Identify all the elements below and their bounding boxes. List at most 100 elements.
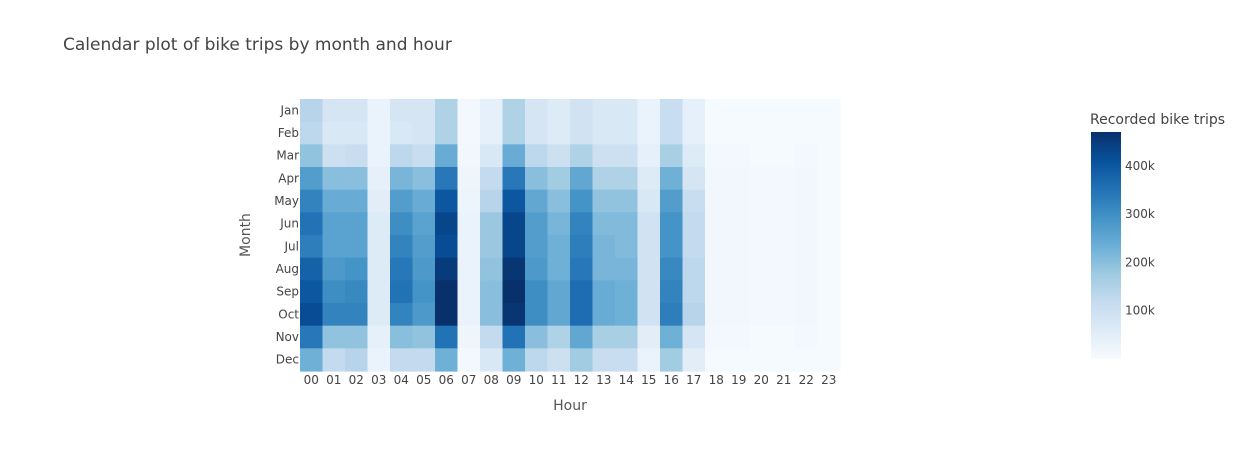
heatmap-cell: [750, 99, 774, 123]
heatmap-cell: [367, 303, 391, 327]
heatmap-cell: [502, 99, 526, 123]
heatmap-cell: [615, 257, 639, 281]
heatmap-cell: [457, 348, 481, 372]
x-tick-label: 07: [461, 373, 476, 387]
heatmap-cell: [637, 167, 661, 191]
heatmap-cell: [817, 280, 841, 304]
heatmap-cell: [300, 167, 324, 191]
heatmap-cell: [412, 99, 436, 123]
heatmap-cell: [412, 144, 436, 168]
heatmap-cell: [480, 257, 504, 281]
y-tick-label: Mar: [276, 149, 299, 163]
heatmap-cells: [300, 99, 841, 372]
x-axis-ticks: 00 01 02 03 04 05 06 07 08 09 10 11 12 13 14 15 16 17 18 19…: [304, 373, 837, 387]
heatmap-cell: [547, 189, 571, 213]
heatmap-cell: [682, 99, 706, 123]
heatmap-cell: [435, 121, 459, 145]
heatmap-cell: [502, 212, 526, 236]
heatmap-cell: [345, 303, 369, 327]
heatmap-cell: [817, 144, 841, 168]
heatmap-cell: [367, 99, 391, 123]
heatmap-cell: [367, 348, 391, 372]
heatmap-cell: [795, 212, 819, 236]
heatmap-cell: [480, 99, 504, 123]
heatmap-cell: [502, 189, 526, 213]
heatmap-cell: [727, 189, 751, 213]
heatmap-cell: [412, 121, 436, 145]
heatmap-cell: [637, 280, 661, 304]
heatmap-cell: [570, 325, 594, 349]
heatmap-cell: [457, 99, 481, 123]
x-tick-label: 23: [821, 373, 836, 387]
heatmap-cell: [772, 121, 796, 145]
heatmap-cell: [637, 189, 661, 213]
heatmap-cell: [435, 167, 459, 191]
heatmap-cell: [817, 167, 841, 191]
heatmap-cell: [615, 212, 639, 236]
heatmap-cell: [322, 257, 346, 281]
heatmap-cell: [795, 167, 819, 191]
heatmap-cell: [727, 348, 751, 372]
heatmap-cell: [592, 189, 616, 213]
heatmap-cell: [727, 235, 751, 259]
heatmap-cell: [750, 121, 774, 145]
heatmap-cell: [795, 235, 819, 259]
heatmap-cell: [750, 303, 774, 327]
heatmap-cell: [817, 325, 841, 349]
y-tick-label: May: [274, 194, 299, 208]
heatmap-cell: [345, 325, 369, 349]
heatmap-cell: [750, 325, 774, 349]
heatmap-cell: [615, 167, 639, 191]
heatmap-cell: [390, 121, 414, 145]
heatmap-cell: [547, 257, 571, 281]
heatmap-cell: [660, 348, 684, 372]
heatmap-cell: [727, 257, 751, 281]
heatmap-cell: [525, 235, 549, 259]
heatmap-cell: [322, 235, 346, 259]
heatmap-cell: [592, 257, 616, 281]
heatmap-cell: [570, 212, 594, 236]
heatmap-cell: [682, 144, 706, 168]
heatmap-cell: [637, 235, 661, 259]
heatmap-cell: [502, 303, 526, 327]
heatmap-cell: [772, 257, 796, 281]
heatmap-cell: [772, 303, 796, 327]
heatmap-cell: [480, 144, 504, 168]
heatmap-cell: [502, 235, 526, 259]
heatmap-cell: [345, 99, 369, 123]
heatmap-cell: [592, 348, 616, 372]
heatmap-cell: [682, 212, 706, 236]
heatmap-cell: [592, 280, 616, 304]
heatmap-cell: [390, 189, 414, 213]
heatmap-cell: [682, 280, 706, 304]
heatmap-cell: [300, 121, 324, 145]
heatmap-cell: [660, 280, 684, 304]
heatmap-cell: [525, 189, 549, 213]
heatmap-cell: [390, 167, 414, 191]
heatmap-cell: [480, 235, 504, 259]
x-tick-label: 16: [664, 373, 679, 387]
heatmap-cell: [390, 257, 414, 281]
heatmap-cell: [705, 167, 729, 191]
heatmap-cell: [412, 325, 436, 349]
x-tick-label: 17: [686, 373, 701, 387]
x-tick-label: 18: [709, 373, 724, 387]
heatmap-cell: [345, 235, 369, 259]
y-axis-ticks: Jan Feb Mar Apr May Jun Jul Aug Sep Oct Nov Dec: [274, 103, 299, 366]
heatmap-cell: [367, 235, 391, 259]
heatmap-cell: [637, 144, 661, 168]
heatmap-cell: [435, 280, 459, 304]
heatmap-cell: [525, 144, 549, 168]
heatmap-cell: [570, 235, 594, 259]
heatmap-cell: [345, 167, 369, 191]
heatmap-cell: [727, 212, 751, 236]
heatmap-cell: [772, 167, 796, 191]
heatmap-cell: [772, 325, 796, 349]
heatmap-cell: [525, 257, 549, 281]
heatmap-cell: [345, 348, 369, 372]
heatmap-cell: [727, 303, 751, 327]
heatmap-cell: [345, 280, 369, 304]
heatmap-cell: [817, 257, 841, 281]
heatmap-cell: [592, 235, 616, 259]
